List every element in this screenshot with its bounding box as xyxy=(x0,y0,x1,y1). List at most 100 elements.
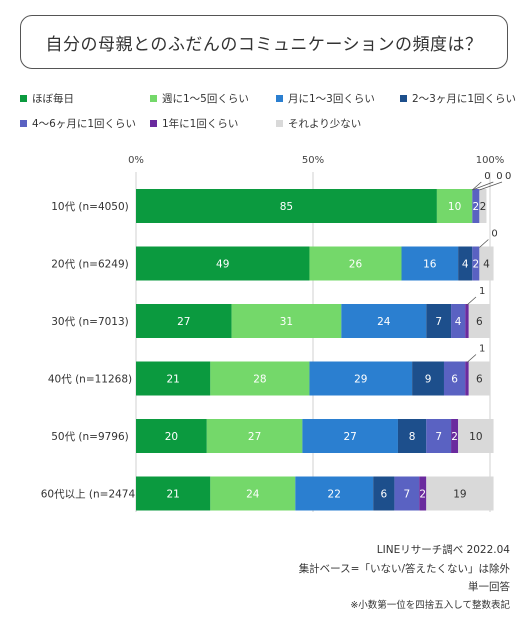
data-label: 29 xyxy=(354,374,367,386)
data-label: 16 xyxy=(423,259,437,271)
data-label: 2 xyxy=(472,201,479,213)
data-label: 20 xyxy=(165,431,178,443)
bar-segment xyxy=(295,476,374,511)
data-label: 7 xyxy=(435,316,442,328)
category-label: 20代 (n=6249) xyxy=(51,259,129,271)
data-label: 27 xyxy=(248,431,261,443)
bar-segment xyxy=(472,246,480,281)
bar-segment xyxy=(412,361,444,396)
legend-item: 1年に1回くらい xyxy=(150,116,238,131)
callout-line xyxy=(479,181,503,191)
callout-label: 0 xyxy=(505,171,511,182)
x-tick-label: 100% xyxy=(476,155,505,166)
bar-segment xyxy=(231,304,342,338)
legend-label: 2～3ヶ月に1回くらい xyxy=(412,93,517,105)
bar-segment xyxy=(309,246,402,281)
chart-title-box: 自分の母親とのふだんのコミュニケーションの頻度は？ xyxy=(20,15,508,69)
bar-segment xyxy=(206,419,303,453)
source-line: LINEリサーチ調べ 2022.04 xyxy=(376,544,510,556)
data-label: 85 xyxy=(280,201,293,213)
bar-segment xyxy=(136,419,207,453)
category-label: 50代 (n=9796) xyxy=(51,431,129,443)
legend-swatch xyxy=(20,95,27,102)
bar-segment xyxy=(465,361,469,396)
data-label: 2 xyxy=(480,201,487,213)
bar-segment xyxy=(401,246,459,281)
bar-segment xyxy=(210,476,296,511)
callout-label: 0 xyxy=(496,171,502,182)
data-label: 31 xyxy=(280,316,293,328)
bar-segment xyxy=(394,476,420,511)
bar-segment xyxy=(468,304,490,338)
legend-label: 4～6ヶ月に1回くらい xyxy=(32,118,137,130)
data-label: 6 xyxy=(476,374,483,386)
legend-label: ほぼ毎日 xyxy=(32,93,74,105)
data-label: 10 xyxy=(469,431,482,443)
bar-segment xyxy=(458,419,494,453)
data-label: 26 xyxy=(349,259,363,271)
bar-segment xyxy=(136,361,211,396)
bar-segment xyxy=(472,189,480,223)
rounding-note: ※小数第一位を四捨五入して整数表記 xyxy=(350,599,510,611)
bar-segment xyxy=(451,419,459,453)
legend-swatch xyxy=(400,95,407,102)
data-label: 6 xyxy=(476,316,483,328)
data-label: 2 xyxy=(451,431,458,443)
callout-label: 0 xyxy=(484,171,490,182)
legend-item: 週に1～5回くらい xyxy=(150,91,249,106)
bar-segment xyxy=(136,189,437,223)
data-label: 4 xyxy=(462,259,469,271)
legend-item: それより少ない xyxy=(276,116,361,131)
category-label: 10代 (n=4050) xyxy=(51,201,129,213)
bar-segment xyxy=(136,476,211,511)
category-label: 60代以上 (n=2474) xyxy=(41,489,140,501)
bar-segment xyxy=(373,476,395,511)
data-label: 19 xyxy=(453,489,466,501)
bar-segment xyxy=(341,304,427,338)
callout-line xyxy=(472,181,482,191)
data-label: 27 xyxy=(177,316,190,328)
bar-segment xyxy=(451,304,466,338)
legend-label: 1年に1回くらい xyxy=(162,118,239,130)
data-label: 2 xyxy=(419,489,426,501)
aggregation-base-note: 集計ベース=「いない/答えたくない」は除外 xyxy=(298,562,510,575)
legend-swatch xyxy=(150,120,157,127)
bar-segment xyxy=(458,246,473,281)
callout-label: 1 xyxy=(479,286,485,297)
data-label: 6 xyxy=(451,374,458,386)
bar-segment xyxy=(468,361,490,396)
bar-segment xyxy=(426,476,494,511)
bar-segment xyxy=(436,189,473,223)
bar-segment xyxy=(302,419,398,453)
data-label: 49 xyxy=(216,259,229,271)
legend-item: ほぼ毎日 xyxy=(20,91,74,106)
data-label: 7 xyxy=(435,431,442,443)
x-tick-label: 50% xyxy=(302,155,324,166)
data-label: 24 xyxy=(377,316,391,328)
callout-line xyxy=(472,181,494,191)
legend-label: それより少ない xyxy=(288,118,362,130)
bar-segment xyxy=(136,246,310,281)
bar-segment xyxy=(465,304,469,338)
data-label: 2 xyxy=(472,259,479,271)
data-label: 22 xyxy=(328,489,341,501)
callout-line xyxy=(466,296,477,306)
bar-segment xyxy=(309,361,413,396)
legend-item: 2～3ヶ月に1回くらい xyxy=(400,91,516,106)
bar-segment xyxy=(479,246,494,281)
bar-segment xyxy=(210,361,310,396)
legend-item: 4～6ヶ月に1回くらい xyxy=(20,116,136,131)
answer-type-note: 単一回答 xyxy=(468,581,510,593)
data-label: 10 xyxy=(448,201,461,213)
bar-segment xyxy=(426,419,452,453)
category-label: 30代 (n=7013) xyxy=(51,316,129,328)
callout-label: 0 xyxy=(491,229,497,240)
legend-label: 週に1～5回くらい xyxy=(162,93,249,105)
bar-segment xyxy=(443,361,466,396)
data-label: 9 xyxy=(425,374,432,386)
legend-swatch xyxy=(276,95,283,102)
data-label: 6 xyxy=(380,489,387,501)
legend-swatch xyxy=(150,95,157,102)
callout-label: 1 xyxy=(479,344,485,355)
